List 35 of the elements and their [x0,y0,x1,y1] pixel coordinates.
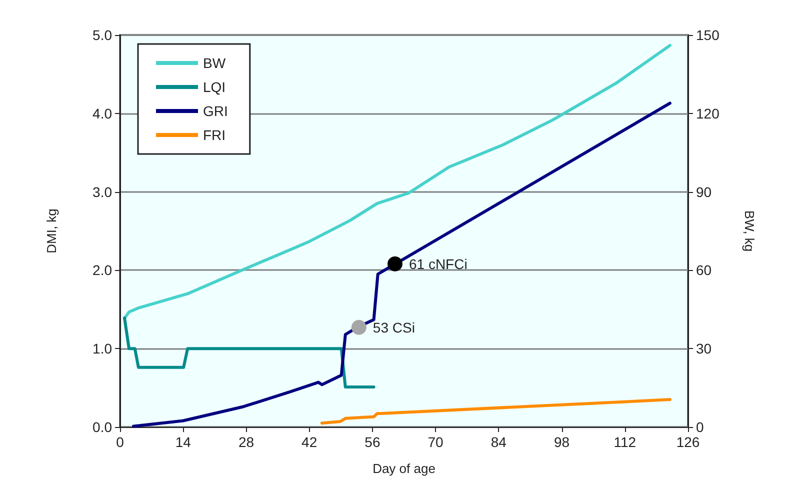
y2-tick-label: 0 [696,419,704,435]
legend-label: FRI [203,127,226,143]
annotation: 61 cNFCi [408,256,468,272]
y-axis-title: DMI, kg [44,208,59,254]
y-tick-label: 2.0 [92,262,112,278]
x-tick-label: 0 [116,434,124,450]
y2-tick-label: 90 [696,184,712,200]
x-tick-label: 126 [676,434,700,450]
line-series [123,316,376,389]
line-series [123,44,672,320]
x-tick-label: 98 [554,434,570,450]
y-tick-label: 1.0 [92,340,112,357]
y-tick-label: 5.0 [92,27,112,43]
annotation: 53 CSi [372,319,415,336]
x-tick-label: 70 [428,434,444,450]
x-axis-title: Day of age [372,461,436,476]
y2-tick-label: 150 [696,27,720,43]
y2-axis-title: BW, kg [742,210,757,252]
line-series [132,102,672,428]
x-tick-label: 42 [302,434,318,450]
x-tick-label: 112 [614,434,636,450]
x-tick-label: 56 [364,434,380,450]
legend-label: BW [203,55,226,71]
y2-tick-label: 30 [696,340,712,357]
x-tick-label: 84 [490,434,507,450]
y-tick-label: 4.0 [92,105,112,122]
y2-tick-label: 60 [696,262,712,278]
x-tick-label: 28 [238,434,254,450]
legend-label: GRI [203,103,228,119]
y2-tick-label: 120 [696,105,720,122]
y-tick-label: 3.0 [92,184,112,200]
y-tick-label: 0.0 [92,419,112,435]
line-series [320,398,672,425]
x-tick-label: 14 [175,434,192,450]
legend-label: LQI [203,79,226,95]
